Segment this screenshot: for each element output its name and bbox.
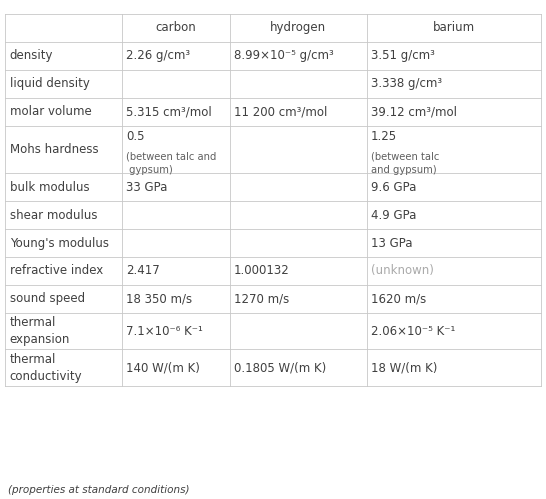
Text: 5.315 cm³/mol: 5.315 cm³/mol [127,105,212,118]
Text: thermal
expansion: thermal expansion [10,316,70,346]
Text: hydrogen: hydrogen [270,21,326,34]
Text: 18 350 m/s: 18 350 m/s [127,292,193,305]
Text: (properties at standard conditions): (properties at standard conditions) [8,485,189,495]
Text: density: density [10,49,54,62]
Text: 13 GPa: 13 GPa [371,237,413,250]
Text: 2.06×10⁻⁵ K⁻¹: 2.06×10⁻⁵ K⁻¹ [371,324,455,338]
Text: barium: barium [432,21,474,34]
Text: 8.99×10⁻⁵ g/cm³: 8.99×10⁻⁵ g/cm³ [234,49,334,62]
Text: Young's modulus: Young's modulus [10,237,109,250]
Text: (between talc
and gypsum): (between talc and gypsum) [371,152,440,175]
Text: 4.9 GPa: 4.9 GPa [371,209,417,222]
Text: 0.5: 0.5 [127,130,145,143]
Text: 3.51 g/cm³: 3.51 g/cm³ [371,49,435,62]
Text: thermal
conductivity: thermal conductivity [10,352,82,383]
Text: 2.26 g/cm³: 2.26 g/cm³ [127,49,191,62]
Text: 11 200 cm³/mol: 11 200 cm³/mol [234,105,328,118]
Text: 1620 m/s: 1620 m/s [371,292,426,305]
Text: sound speed: sound speed [10,292,85,305]
Text: shear modulus: shear modulus [10,209,97,222]
Text: 7.1×10⁻⁶ K⁻¹: 7.1×10⁻⁶ K⁻¹ [127,324,203,338]
Text: 1270 m/s: 1270 m/s [234,292,289,305]
Text: (between talc and
 gypsum): (between talc and gypsum) [127,152,217,175]
Text: 1.000132: 1.000132 [234,264,290,277]
Text: refractive index: refractive index [10,264,103,277]
Text: 39.12 cm³/mol: 39.12 cm³/mol [371,105,457,118]
Text: 1.25: 1.25 [371,130,397,143]
Text: bulk modulus: bulk modulus [10,181,90,194]
Text: molar volume: molar volume [10,105,92,118]
Text: 0.1805 W/(m K): 0.1805 W/(m K) [234,361,327,374]
Text: 33 GPa: 33 GPa [127,181,168,194]
Text: 140 W/(m K): 140 W/(m K) [127,361,200,374]
Text: carbon: carbon [156,21,196,34]
Text: (unknown): (unknown) [371,264,434,277]
Text: 2.417: 2.417 [127,264,160,277]
Text: 9.6 GPa: 9.6 GPa [371,181,417,194]
Text: Mohs hardness: Mohs hardness [10,143,98,156]
Text: 18 W/(m K): 18 W/(m K) [371,361,437,374]
Text: 3.338 g/cm³: 3.338 g/cm³ [371,77,442,90]
Text: liquid density: liquid density [10,77,90,90]
